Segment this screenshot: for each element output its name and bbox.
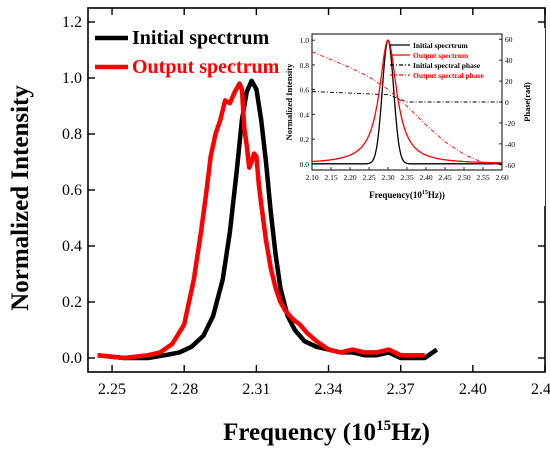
inset-y2-tick-label: 60 [505,35,513,44]
inset-y2-tick-label: -40 [505,140,515,149]
inset-y2-tick-label: 40 [505,56,513,65]
main-y-tick-label: 0.4 [62,238,82,255]
inset-x-tick-label: 2.55 [476,173,489,182]
inset-y2-tick-label: 20 [505,77,513,86]
inset-x-tick-label: 2.35 [400,173,413,182]
main-y-tick-label: 0.8 [62,126,82,143]
main-y-tick-label: 0.0 [62,350,82,367]
main-x-axis-title-tail: Hz) [391,419,430,446]
inset-x-tick-label: 2.10 [305,173,318,182]
main-x-tick-label: 2.25 [98,381,126,398]
inset-x-tick-label: 2.50 [457,173,470,182]
main-series-line-output [97,81,425,361]
inset-x-axis-title-part: Frequency(10 [369,190,422,200]
main-legend-label: Output spectrum [132,56,280,78]
main-x-axis-title: Frequency (1015Hz) [223,418,430,446]
main-x-tick-label: 2.43 [531,381,550,398]
inset-legend-label: Output spectral phase [413,71,485,80]
inset-series-line-1 [312,39,502,164]
inset-y-tick-label: 0.8 [300,61,310,70]
inset-x-axis-title-part: Hz)) [428,190,445,200]
inset-y-axis-title: Normalized Intensity [284,63,294,140]
main-y-tick-label: 0.2 [62,294,82,311]
inset-series-line-3 [311,51,503,166]
inset-legend-label: Output spectrum [413,51,469,60]
inset-x-tick-label: 2.20 [343,173,356,182]
inset-x-tick-label: 2.30 [381,173,394,182]
inset-x-axis-title: Frequency(1015Hz)) [369,190,445,200]
main-legend-label: Initial spectrum [132,27,270,49]
main-y-tick-label: 0.6 [62,182,82,199]
inset-y-tick-label: 0.6 [300,86,310,95]
inset-y-tick-label: 0.2 [300,135,310,144]
inset-series-line-2 [311,91,502,103]
inset-x-tick-label: 2.60 [495,173,508,182]
main-x-axis-title-sup: 15 [376,418,391,434]
main-series-line-initial [97,78,439,361]
inset-x-tick-label: 2.45 [438,173,451,182]
main-x-tick-label: 2.31 [242,381,270,398]
inset-series-line-0 [312,39,502,165]
inset-y2-tick-label: -60 [505,161,515,170]
main-x-tick-label: 2.37 [387,381,415,398]
main-y-tick-label: 1.0 [62,70,82,87]
main-x-tick-label: 2.40 [459,381,487,398]
inset-y-tick-label: 0.4 [300,110,310,119]
main-y-tick-label: 1.2 [62,14,82,31]
inset-y2-tick-label: 0 [505,98,509,107]
inset-legend-label: Initial specrtrum [413,41,469,50]
main-x-tick-label: 2.34 [315,381,343,398]
inset-y2-tick-label: -20 [505,119,515,128]
inset-x-tick-label: 2.40 [419,173,432,182]
main-y-axis-title: Normalized Intensity [7,85,34,311]
main-x-axis-title-text: Frequency (10 [223,419,376,446]
inset-legend-label: Initial spectral phase [413,61,481,70]
inset-y-tick-label: 1.0 [300,36,310,45]
inset-y-tick-label: 0.0 [300,160,310,169]
main-x-tick-label: 2.28 [170,381,198,398]
inset-x-tick-label: 2.25 [362,173,375,182]
inset-y2-axis-title: Phase(rad) [522,82,532,122]
inset-x-axis-title-part: 15 [422,190,428,196]
inset-plot: 2.10 2.15 2.20 2.25 2.30 2.35 2.40 2.45 2.50 2.55… [282,28,545,206]
inset-x-tick-label: 2.15 [324,173,337,182]
main-plot: 2.25 2.28 2.31 2.34 2.37 2.40 2.43 0.0 0.2 0.4 0.6… [7,7,550,446]
